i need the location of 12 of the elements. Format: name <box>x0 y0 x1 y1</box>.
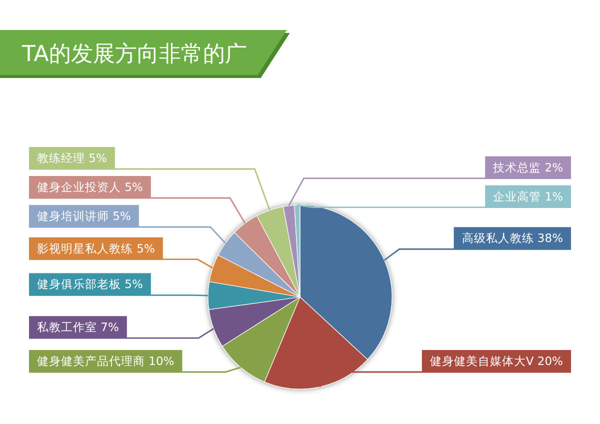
slice-label: 高级私人教练 38% <box>462 231 564 246</box>
slice-label: 健身培训讲师 5% <box>37 208 131 223</box>
slice-label: 健身健美产品代理商 10% <box>37 354 174 368</box>
slice-label: 教练经理 5% <box>37 150 107 165</box>
slice-label: 影视明星私人教练 5% <box>37 241 155 256</box>
slice-label: 私教工作室 7% <box>37 320 119 334</box>
chart-title: TA的发展方向非常的广 <box>21 42 247 67</box>
slice-label: 技术总监 2% <box>492 160 564 174</box>
slice-label: 企业高管 1% <box>493 189 564 204</box>
slice-label: 健身俱乐部老板 5% <box>37 277 143 292</box>
slice-label: 健身健美自媒体大V 20% <box>430 354 564 368</box>
slice-label: 健身企业投资人 5% <box>37 180 143 194</box>
